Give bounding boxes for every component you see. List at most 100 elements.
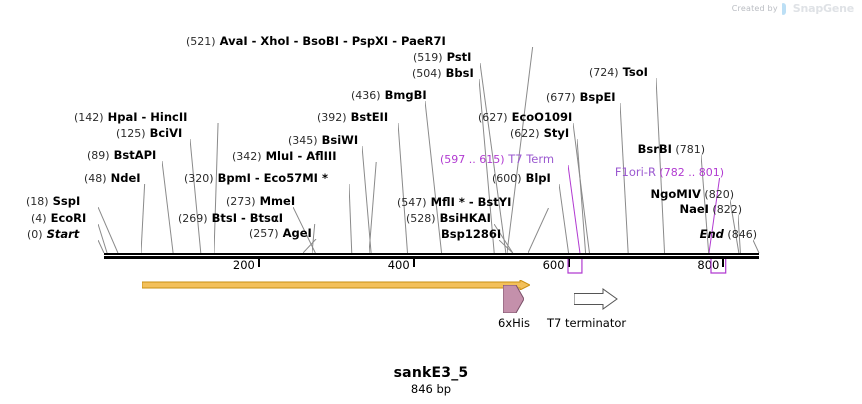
site-label-ngomiv: NgoMIV (820): [651, 188, 734, 201]
enzyme-name: EcoRI: [46, 211, 87, 225]
ruler-tick: [257, 259, 260, 267]
site-position: (4): [31, 212, 47, 225]
enzyme-name: BtsI - BtsαI: [207, 211, 284, 225]
site-label-bsp1286i: Bsp1286I: [441, 228, 501, 240]
site-label-bsiwi: (345) BsiWI: [288, 134, 358, 147]
site-label-mmei: (273) MmeI: [226, 195, 295, 208]
site-label-bstEII: (392) BstEII: [317, 111, 388, 124]
site-position: (724): [589, 66, 619, 79]
site-position: (677): [546, 91, 576, 104]
site-position: (125): [116, 127, 146, 140]
leader-line: [161, 161, 175, 253]
site-position: (781): [671, 143, 705, 156]
snapgene-logo-icon: [781, 2, 789, 15]
site-label-hpai: (142) HpaI - HincII: [74, 111, 187, 124]
leader-line: [577, 139, 588, 253]
site-position: (342): [232, 150, 262, 163]
enzyme-name: BstEII: [346, 110, 389, 124]
site-label-t7-term: (597 .. 615) T7 Term: [440, 153, 554, 166]
watermark-brand: SnapGene: [792, 2, 854, 15]
ruler-tick: [722, 259, 725, 267]
site-position: (142): [74, 111, 104, 124]
enzyme-name: TsoI: [618, 65, 648, 79]
leader-line: [368, 162, 378, 253]
ruler-tick-label: 600: [542, 258, 565, 272]
ruler-bar-top: [104, 253, 759, 255]
ruler-tick-label: 400: [387, 258, 410, 272]
site-label-bsrbi: BsrBI (781): [638, 143, 705, 156]
enzyme-name: BsiHKAI: [435, 211, 491, 225]
leader-line: [559, 184, 571, 253]
track-feature-label-t7-terminator: T7 terminator: [547, 316, 627, 330]
site-position: (846): [723, 228, 757, 241]
map-title: sankE3_5: [393, 365, 469, 381]
site-label-bpmi: (320) BpmI - Eco57MI *: [184, 172, 328, 185]
snapgene-watermark: Created by SnapGene: [732, 2, 854, 15]
leader-line: [507, 47, 535, 253]
leader-line: [494, 224, 515, 253]
site-label-f1ori-r: F1ori-R (782 .. 801): [615, 166, 724, 179]
track-feature-label-his-tag: 6xHis: [498, 316, 530, 330]
site-position: (345): [288, 134, 318, 147]
leader-line: [480, 63, 508, 253]
site-label-avai-group: (521) AvaI - XhoI - BsoBI - PspXI - PaeR…: [186, 35, 446, 48]
leader-line: [479, 79, 496, 253]
site-label-naei: NaeI (822): [679, 203, 742, 216]
leader-line: [213, 123, 220, 253]
site-label-bspei: (677) BspEI: [546, 91, 616, 104]
feature-bracket-f1ori-r: [707, 259, 736, 281]
enzyme-name: BlpI: [521, 171, 551, 185]
leader-line: [709, 178, 722, 253]
enzyme-name: NgoMIV: [650, 187, 701, 201]
enzyme-name: EcoO109I: [507, 110, 573, 124]
leader-line: [362, 146, 373, 253]
site-position: (622): [510, 127, 540, 140]
enzyme-name: BbsI: [441, 66, 474, 80]
enzyme-name: BmgBI: [380, 88, 427, 102]
enzyme-name: F1ori-R: [614, 165, 656, 179]
site-position: (48): [84, 172, 107, 185]
enzyme-name: NdeI: [106, 171, 141, 185]
enzyme-name: BciVI: [145, 126, 183, 140]
enzyme-name: BsiWI: [317, 133, 359, 147]
site-position: (519): [413, 51, 443, 64]
track-feature-t7-terminator: [573, 288, 618, 310]
site-label-blpi: (600) BlpI: [492, 172, 551, 185]
site-label-styi: (622) StyI: [510, 127, 569, 140]
site-label-ecoo109i: (627) EcoO109I: [478, 111, 572, 124]
track-feature-cds-arrow: [141, 275, 532, 291]
site-position: (269): [178, 212, 208, 225]
enzyme-name: Start: [42, 227, 80, 241]
leader-line: [349, 184, 354, 253]
leader-line: [190, 139, 203, 253]
site-label-tsoi: (724) TsoI: [589, 66, 648, 79]
site-label-psti: (519) PstI: [413, 51, 471, 64]
leader-line: [701, 155, 711, 253]
site-position: (782 .. 801): [655, 166, 724, 179]
leader-line: [302, 239, 318, 253]
leader-line: [730, 200, 741, 253]
enzyme-name: MflI * - BstYI: [426, 195, 512, 209]
enzyme-name: T7 Term: [504, 152, 555, 166]
site-position: (0): [27, 228, 43, 241]
feature-bracket-t7-term: [564, 259, 592, 281]
sequence-ruler: [104, 253, 759, 260]
site-label-bsihkai: (528) BsiHKAI: [406, 212, 491, 225]
leader-line: [293, 207, 317, 253]
leader-line: [141, 184, 147, 253]
enzyme-name: MluI - AflIII: [261, 149, 337, 163]
leader-line: [98, 224, 109, 253]
leader-line: [738, 215, 742, 253]
site-position: (273): [226, 195, 256, 208]
ruler-bar-gap: [104, 255, 759, 256]
site-position: (521): [186, 35, 216, 48]
site-label-mfli: (547) MflI * - BstYI: [397, 196, 511, 209]
site-position: (528): [406, 212, 436, 225]
site-label-bbsi: (504) BbsI: [412, 67, 474, 80]
site-position: (18): [26, 195, 49, 208]
leader-line: [398, 123, 409, 253]
site-label-ndei: (48) NdeI: [84, 172, 141, 185]
site-position: (627): [478, 111, 508, 124]
site-position: (257): [249, 227, 279, 240]
